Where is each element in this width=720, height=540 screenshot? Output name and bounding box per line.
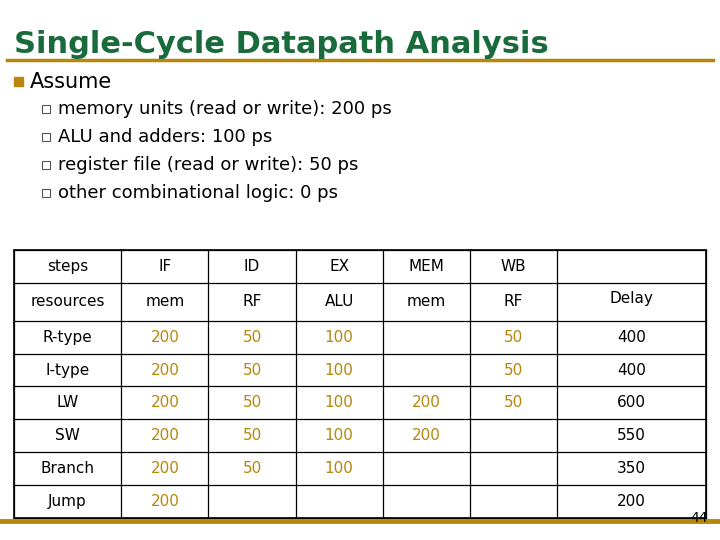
Text: mem: mem — [407, 294, 446, 309]
Text: 400: 400 — [617, 362, 646, 377]
Text: 44: 44 — [690, 511, 708, 525]
Text: LW: LW — [56, 395, 78, 410]
Text: 100: 100 — [325, 461, 354, 476]
Text: MEM: MEM — [408, 259, 444, 274]
Text: RF: RF — [243, 294, 262, 309]
Text: 350: 350 — [617, 461, 646, 476]
Text: ALU and adders: 100 ps: ALU and adders: 100 ps — [58, 128, 272, 146]
Text: 200: 200 — [412, 428, 441, 443]
Text: register file (read or write): 50 ps: register file (read or write): 50 ps — [58, 156, 359, 174]
Text: RF: RF — [504, 294, 523, 309]
Text: 50: 50 — [504, 362, 523, 377]
Text: 50: 50 — [243, 330, 261, 345]
Text: ID: ID — [244, 259, 260, 274]
Bar — [42, 161, 50, 169]
Text: IF: IF — [158, 259, 171, 274]
Text: ALU: ALU — [325, 294, 354, 309]
Text: 400: 400 — [617, 330, 646, 345]
Text: 50: 50 — [504, 330, 523, 345]
Text: 50: 50 — [243, 395, 261, 410]
Text: Delay: Delay — [610, 291, 654, 306]
Text: 200: 200 — [150, 362, 179, 377]
Text: Assume: Assume — [30, 72, 112, 92]
Text: steps: steps — [47, 259, 89, 274]
Text: 100: 100 — [325, 330, 354, 345]
Text: 50: 50 — [504, 395, 523, 410]
Text: 550: 550 — [617, 428, 646, 443]
Text: I-type: I-type — [45, 362, 90, 377]
Text: SW: SW — [55, 428, 80, 443]
Text: mem: mem — [145, 294, 184, 309]
Text: 200: 200 — [150, 330, 179, 345]
Text: 600: 600 — [617, 395, 646, 410]
Text: resources: resources — [30, 294, 105, 309]
Text: Single-Cycle Datapath Analysis: Single-Cycle Datapath Analysis — [14, 30, 549, 59]
Bar — [42, 133, 50, 141]
Text: 100: 100 — [325, 395, 354, 410]
Bar — [42, 189, 50, 197]
Text: other combinational logic: 0 ps: other combinational logic: 0 ps — [58, 184, 338, 202]
Text: WB: WB — [501, 259, 526, 274]
Text: 50: 50 — [243, 461, 261, 476]
Text: 100: 100 — [325, 362, 354, 377]
Text: 50: 50 — [243, 428, 261, 443]
Text: Branch: Branch — [40, 461, 94, 476]
Text: 200: 200 — [150, 461, 179, 476]
Bar — [14, 250, 706, 518]
Bar — [14, 77, 23, 86]
Text: EX: EX — [329, 259, 349, 274]
Text: 200: 200 — [150, 428, 179, 443]
Bar — [42, 105, 50, 113]
Text: 200: 200 — [150, 395, 179, 410]
Text: memory units (read or write): 200 ps: memory units (read or write): 200 ps — [58, 100, 392, 118]
Text: 50: 50 — [243, 362, 261, 377]
Text: 200: 200 — [412, 395, 441, 410]
Text: 200: 200 — [617, 494, 646, 509]
Text: 200: 200 — [150, 494, 179, 509]
Text: 100: 100 — [325, 428, 354, 443]
Text: Jump: Jump — [48, 494, 87, 509]
Text: R-type: R-type — [42, 330, 92, 345]
